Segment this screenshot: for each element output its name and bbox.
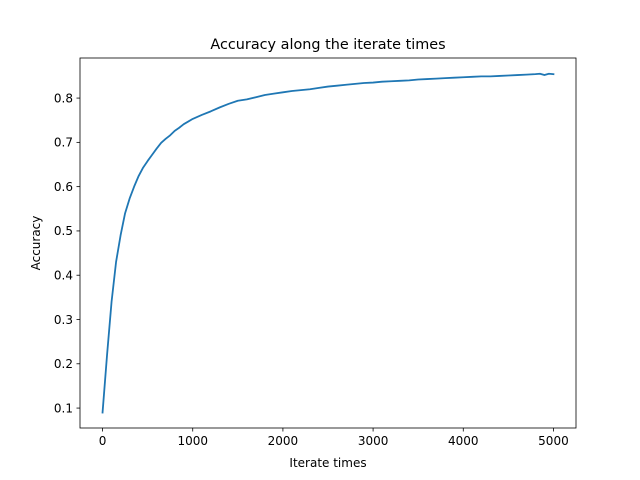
y-tick-label: 0.5 xyxy=(54,224,73,238)
y-tick-label: 0.2 xyxy=(54,357,73,371)
x-tick-label: 4000 xyxy=(448,434,479,448)
x-axis-ticks: 0 1000 2000 3000 4000 5000 xyxy=(99,428,569,448)
y-axis-label: Accuracy xyxy=(29,216,43,271)
y-tick-label: 0.3 xyxy=(54,313,73,327)
accuracy-series-line xyxy=(101,72,555,414)
x-tick-label: 1000 xyxy=(177,434,208,448)
x-tick-label: 3000 xyxy=(358,434,389,448)
y-tick-label: 0.8 xyxy=(54,91,73,105)
plot-area xyxy=(80,58,576,428)
chart-title: Accuracy along the iterate times xyxy=(210,37,445,53)
y-tick-label: 0.7 xyxy=(54,136,73,150)
y-tick-label: 0.4 xyxy=(54,269,73,283)
plot-frame xyxy=(79,57,577,429)
x-tick-label: 2000 xyxy=(268,434,299,448)
y-axis-ticks: 0.1 0.2 0.3 0.4 0.5 0.6 0.7 0.8 xyxy=(54,91,80,415)
y-tick-label: 0.1 xyxy=(54,401,73,415)
y-tick-label: 0.6 xyxy=(54,180,73,194)
series-layer xyxy=(101,72,555,414)
x-axis-label: Iterate times xyxy=(289,456,366,470)
x-tick-label: 5000 xyxy=(538,434,569,448)
x-tick-label: 0 xyxy=(99,434,107,448)
